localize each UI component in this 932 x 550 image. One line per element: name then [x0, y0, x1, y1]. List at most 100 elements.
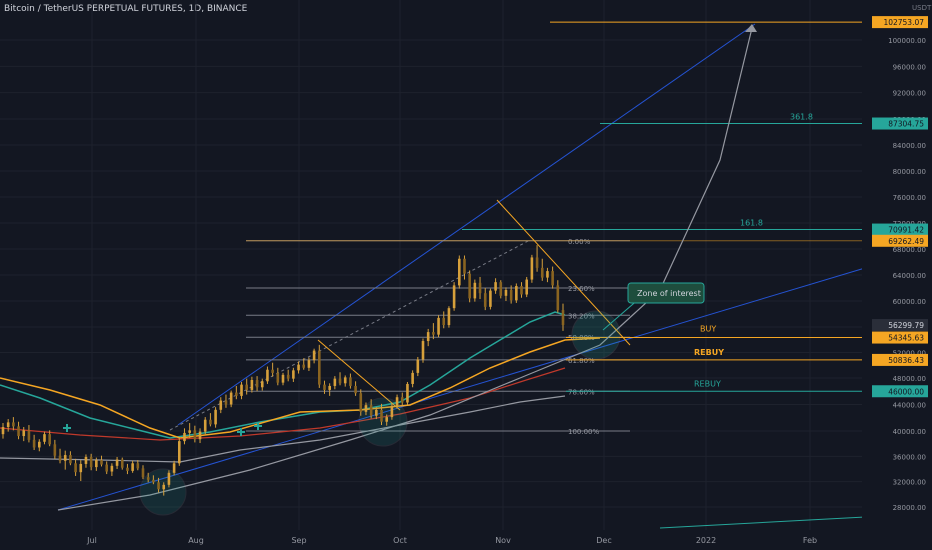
candle-body [131, 463, 134, 471]
x-tick-label: Dec [596, 536, 611, 545]
buy-label: BUY [700, 325, 716, 334]
price-tag-label: 54345.63 [888, 334, 924, 343]
channel-lower-line [57, 261, 886, 511]
price-tag-label: 70991.42 [888, 226, 924, 235]
candle-body [209, 419, 212, 425]
fib-level-label: 61.80% [568, 357, 595, 365]
candle-body [17, 426, 20, 437]
fib-level-label: 38.20% [568, 312, 595, 320]
candle-body [276, 372, 280, 383]
fib-level-label: 23.60% [568, 285, 595, 293]
ma-grey-line [0, 395, 566, 463]
candle-body [214, 409, 217, 425]
candle-body [58, 455, 62, 461]
candle-body [136, 463, 140, 469]
candle-body [406, 383, 409, 403]
x-tick-label: Jul [86, 536, 97, 545]
candle-body [152, 479, 155, 483]
price-tag [872, 117, 928, 130]
candle-body [219, 400, 223, 410]
price-tag-label: 50836.43 [888, 356, 924, 365]
candle-body [27, 430, 31, 440]
candle-body [141, 468, 145, 478]
y-tick-label: 84000.00 [893, 142, 926, 150]
candle-body [354, 385, 357, 394]
candle-body [260, 381, 264, 388]
price-tag [872, 16, 928, 29]
candle-body [266, 369, 269, 382]
candle-body [535, 257, 539, 268]
candle-body [292, 370, 295, 379]
candle-body [126, 467, 129, 471]
y-tick-label: 36000.00 [893, 453, 926, 461]
ema-orange-line [0, 337, 601, 439]
candle-body [172, 463, 176, 473]
candle-body [328, 385, 331, 390]
zone-circle [571, 310, 621, 360]
candle-body [317, 350, 321, 385]
x-tick-label: 2022 [696, 536, 716, 545]
fib-level-label: 100.00% [568, 428, 599, 436]
price-tag [872, 223, 928, 236]
candle-body [359, 393, 363, 412]
y-tick-label: 68000.00 [893, 246, 926, 254]
price-tag-label: 102753.07 [883, 18, 924, 27]
candle-body [63, 455, 67, 461]
candle-body [229, 392, 233, 405]
price-tag [872, 319, 928, 332]
candle-body [32, 439, 36, 448]
x-tick-label: Aug [188, 536, 204, 545]
candle-body [504, 289, 508, 296]
candle-body [167, 472, 171, 485]
candle-body [157, 482, 160, 490]
candle-body [6, 422, 10, 428]
candle-body [509, 289, 513, 301]
candle-body [110, 465, 114, 472]
candle-body [421, 341, 425, 360]
y-tick-label: 52000.00 [893, 350, 926, 358]
candle-body [561, 310, 565, 326]
candle-body [193, 430, 197, 440]
y-tick-label: 32000.00 [893, 479, 926, 487]
y-tick-label: 60000.00 [893, 298, 926, 306]
candle-body [369, 405, 373, 416]
candle-body [177, 441, 181, 464]
candle-body [525, 279, 529, 295]
candle-body [416, 359, 420, 373]
x-tick-label: Feb [803, 536, 817, 545]
candle-body [457, 258, 461, 286]
candle-body [188, 430, 191, 433]
price-tag [872, 234, 928, 247]
candle-body [245, 384, 249, 390]
candle-body [115, 459, 119, 466]
candle-body [349, 377, 352, 386]
fib-level-label: 50.00% [568, 334, 595, 342]
candle-body [53, 444, 57, 456]
y-tick-label: 40000.00 [893, 428, 926, 436]
candle-body [1, 427, 5, 435]
candle-body [250, 379, 254, 390]
rebuy-label-2: REBUY [694, 379, 721, 388]
candle-body [483, 293, 487, 307]
candle-body [69, 455, 72, 464]
ma-red-line [0, 367, 566, 441]
price-tag-label: 56299.79 [888, 321, 924, 330]
candle-body [364, 405, 368, 412]
candle-body [235, 392, 238, 396]
rebuy-label: REBUY [694, 348, 724, 357]
candle-body [333, 378, 337, 386]
fib-level-label: 78.60% [568, 388, 595, 396]
candle-body [297, 364, 300, 371]
candle-body [551, 271, 554, 286]
candle-body [89, 456, 93, 468]
price-tag [872, 331, 928, 344]
candle-body [43, 434, 46, 442]
candle-body [375, 409, 378, 416]
candle-body [390, 405, 394, 418]
candle-body [520, 286, 523, 295]
candle-body [489, 290, 492, 307]
y-tick-label: 92000.00 [893, 90, 926, 98]
candle-body [84, 456, 88, 464]
candle-body [546, 271, 549, 278]
